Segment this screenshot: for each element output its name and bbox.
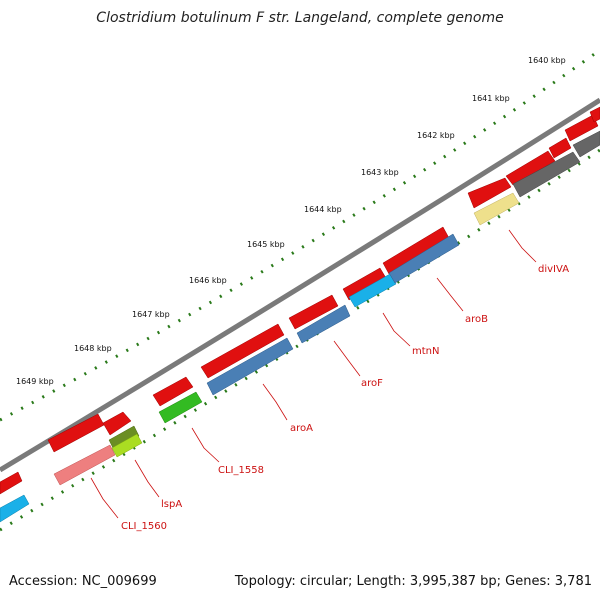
cds-feature[interactable] [152,376,194,407]
cds-feature[interactable] [505,150,556,186]
accession-text: Accession: NC_009699 [9,574,157,589]
cds-feature[interactable] [200,323,285,379]
leader-line [508,229,537,263]
cds-feature[interactable] [572,130,600,158]
leader-line [262,383,288,421]
tick-label: 1642 kbp [417,131,455,140]
cds-feature[interactable] [111,433,143,458]
tick-label: 1640 kbp [528,56,566,65]
cds-feature[interactable] [467,177,512,209]
scale-ring [0,48,600,422]
cds-feature[interactable] [206,337,294,396]
cds-feature[interactable] [388,233,460,284]
cds-feature[interactable] [0,494,30,523]
cds-feature[interactable] [512,151,581,198]
genome-backbone [0,97,600,473]
gene-label-aroA[interactable]: aroA [290,423,313,434]
inner-scale-ring [0,148,600,532]
cds-feature[interactable] [0,471,23,495]
cds-feature[interactable] [589,106,600,123]
cds-feature[interactable] [564,114,599,142]
tick-label: 1643 kbp [361,168,399,177]
tick-label: 1645 kbp [247,240,285,249]
tick-label: 1646 kbp [189,276,227,285]
tick-label: 1644 kbp [304,205,342,214]
cds-feature[interactable] [102,411,132,436]
forward-cds-track [0,106,600,495]
reverse-cds-track [0,130,600,523]
tick-label: 1649 kbp [16,377,54,386]
cds-feature[interactable] [473,192,520,226]
cds-feature[interactable] [53,444,116,486]
gene-label-aroB[interactable]: aroB [465,314,488,325]
cds-feature[interactable] [548,137,572,159]
genome-info-text: Topology: circular; Length: 3,995,387 bp… [234,574,592,589]
leader-line [382,312,411,347]
tick-label: 1648 kbp [74,344,112,353]
map-title: Clostridium botulinum F str. Langeland, … [96,10,504,26]
cds-feature[interactable] [158,391,203,424]
cds-feature[interactable] [108,425,140,451]
cds-feature[interactable] [348,273,397,308]
gene-label-divIVA[interactable]: divIVA [538,264,569,275]
gene-label-CLI_1560[interactable]: CLI_1560 [121,521,167,532]
gene-label-lspA[interactable]: lspA [161,499,182,510]
tick-label: 1641 kbp [472,94,510,103]
gene-label-CLI_1558[interactable]: CLI_1558 [218,465,264,476]
cds-feature[interactable] [296,304,351,344]
tick-label: 1647 kbp [132,310,170,319]
leader-line [134,459,160,498]
cds-feature[interactable] [47,413,105,453]
leader-line [90,477,119,519]
leader-line [333,340,361,377]
gene-label-mtnN[interactable]: mtnN [412,346,439,357]
label-leaders [90,229,537,519]
leader-line [191,427,220,463]
gene-label-aroF[interactable]: aroF [361,378,383,389]
cds-feature[interactable] [288,294,339,330]
leader-line [436,277,464,312]
